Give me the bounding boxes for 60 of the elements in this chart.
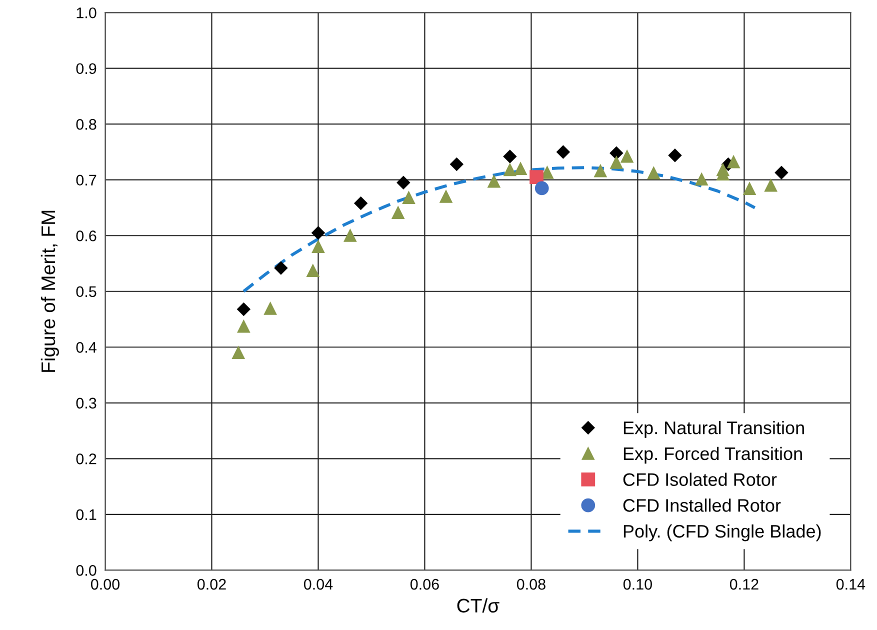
y-tick-label: 0.3 [76,398,96,409]
y-tick-label: 0.5 [76,286,96,298]
x-tick-label: 0.04 [304,578,333,590]
point [716,164,730,176]
point [695,173,708,186]
point [312,240,324,254]
point [354,196,368,210]
y-tick-label: 0.9 [76,63,96,74]
legend-label: Exp. Forced Transition [624,446,802,464]
point [610,146,623,160]
y-axis-title: Figure of Merit, FM [40,210,60,372]
legend-label: CFD Installed Rotor [623,498,781,512]
x-tick-label: 0.08 [516,578,546,590]
point [450,158,464,171]
y-tick-label: 0.2 [76,454,96,464]
point [594,164,607,178]
point [647,166,660,180]
y-tick-label: 0.1 [76,509,96,520]
point [774,166,788,180]
y-tick-label: 0.7 [76,174,96,186]
x-tick-label: 0.10 [623,578,652,590]
point [620,150,634,163]
point [237,320,250,333]
point [402,191,415,204]
x-axis-title: CT/σ [457,598,500,613]
point [504,164,516,176]
point [514,162,527,175]
point [232,346,245,359]
x-tick-label: 0.14 [836,578,866,590]
point [440,190,452,203]
point [610,156,623,169]
legend-label: Poly. (CFD Single Blade) [624,524,821,542]
y-tick-label: 1.0 [76,7,96,18]
x-tick-label: 0.06 [410,578,439,590]
point [488,175,500,188]
legend-label: Exp. Natural Transition [624,420,804,438]
point [503,150,516,164]
point [264,302,277,315]
point [237,302,250,316]
point [764,179,778,192]
x-tick-label: 0.00 [90,578,120,590]
point [727,156,740,168]
y-tick-label: 0.0 [76,565,96,576]
point [396,176,410,190]
point [530,170,544,184]
legend-label: CFD Isolated Rotor [623,472,777,486]
point [534,181,549,196]
point [312,226,325,240]
x-tick-label: 0.12 [730,578,758,590]
point [274,261,288,275]
x-tick-label: 0.02 [197,578,226,590]
y-tick-label: 0.6 [76,230,96,242]
y-tick-label: 0.4 [76,342,96,353]
point [668,148,682,162]
y-tick-label: 0.8 [76,118,96,130]
point [306,264,320,277]
point [556,145,570,159]
point [392,206,404,220]
point [344,229,356,242]
point [743,182,756,196]
